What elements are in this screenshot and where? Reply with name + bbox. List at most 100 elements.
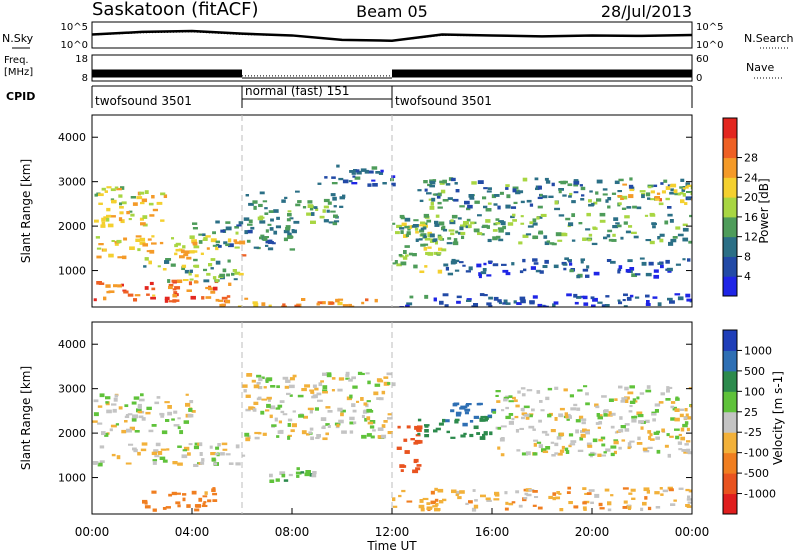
heatmap-cell <box>573 180 580 185</box>
heatmap-cell <box>266 377 273 382</box>
heatmap-cell <box>523 268 527 272</box>
heatmap-cell <box>608 398 614 402</box>
nsky-tick-top: 10^5 <box>61 22 88 33</box>
heatmap-cell <box>454 419 459 424</box>
heatmap-cell <box>337 298 344 301</box>
heatmap-cell <box>514 415 519 419</box>
heatmap-cell <box>488 305 493 307</box>
heatmap-cell <box>188 443 193 446</box>
heatmap-cell <box>114 394 119 398</box>
heatmap-cell <box>419 224 423 227</box>
xtick-label: 12:00 <box>375 525 410 539</box>
heatmap-cell <box>657 262 662 265</box>
heatmap-cell <box>661 190 666 194</box>
heatmap-cell <box>628 184 634 189</box>
heatmap-cell <box>518 190 524 194</box>
heatmap-cell <box>624 428 630 432</box>
heatmap-cell <box>497 427 502 430</box>
heatmap-cell <box>269 239 273 244</box>
heatmap-cell <box>582 501 587 505</box>
heatmap-cell <box>147 238 152 241</box>
heatmap-cell <box>205 296 212 299</box>
heatmap-cell <box>437 206 443 209</box>
heatmap-cell <box>519 427 524 430</box>
heatmap-cell <box>96 255 102 259</box>
heatmap-cell <box>467 204 473 209</box>
colorbar-frame <box>722 329 738 515</box>
heatmap-cell <box>465 502 469 506</box>
heatmap-cell <box>580 433 586 438</box>
heatmap-cell <box>98 202 103 206</box>
heatmap-cell <box>175 248 180 252</box>
heatmap-cell <box>312 384 317 388</box>
heatmap-cell <box>565 415 569 419</box>
heatmap-cell <box>210 267 214 270</box>
heatmap-cell <box>452 241 459 246</box>
heatmap-cell <box>586 442 592 447</box>
heatmap-cell <box>471 181 477 185</box>
heatmap-cell <box>275 478 280 482</box>
heatmap-cell <box>553 301 559 305</box>
heatmap-cell <box>597 301 603 304</box>
heatmap-cell <box>485 497 491 501</box>
heatmap-cell <box>307 200 313 204</box>
heatmap-cell <box>235 231 239 235</box>
heatmap-cell <box>512 213 516 217</box>
heatmap-cell <box>109 428 113 432</box>
heatmap-cell <box>349 416 355 421</box>
heatmap-cell <box>451 489 457 494</box>
heatmap-cell <box>352 409 357 413</box>
heatmap-cell <box>185 393 189 396</box>
heatmap-cell <box>371 166 378 170</box>
heatmap-cell <box>598 502 603 507</box>
heatmap-cell <box>434 220 439 224</box>
heatmap-cell <box>674 293 681 296</box>
heatmap-cell <box>380 169 384 173</box>
heatmap-cell <box>617 268 622 272</box>
heatmap-cell <box>415 238 422 241</box>
heatmap-cell <box>177 426 181 430</box>
heatmap-cell <box>261 398 268 401</box>
heatmap-cell <box>198 240 203 244</box>
heatmap-cell <box>258 203 263 208</box>
heatmap-cell <box>588 203 594 207</box>
heatmap-cell <box>292 374 297 378</box>
heatmap-cell <box>682 237 689 242</box>
heatmap-cell <box>472 489 476 492</box>
heatmap-cell <box>468 194 475 198</box>
heatmap-cell <box>568 222 574 227</box>
heatmap-cell <box>420 507 425 512</box>
heatmap-cell <box>140 448 147 452</box>
heatmap-cell <box>460 231 466 236</box>
heatmap-cell <box>264 207 268 210</box>
heatmap-cell <box>658 401 664 404</box>
heatmap-cell <box>599 212 606 217</box>
heatmap-cell <box>434 223 440 227</box>
heatmap-cell <box>597 414 603 417</box>
heatmap-cell <box>433 429 438 433</box>
heatmap-cell <box>151 490 157 494</box>
heatmap-cell <box>94 193 98 197</box>
heatmap-cell <box>446 242 453 245</box>
heatmap-cell <box>596 198 602 202</box>
heatmap-cell <box>520 222 525 225</box>
heatmap-cell <box>167 411 173 416</box>
heatmap-cell <box>473 415 480 419</box>
heatmap-cell <box>615 222 620 225</box>
heatmap-cell <box>440 189 446 194</box>
heatmap-cell <box>293 220 300 224</box>
heatmap-cell <box>545 446 551 450</box>
heatmap-cell <box>562 194 567 197</box>
heatmap-cell <box>159 412 164 416</box>
heatmap-cell <box>654 491 660 495</box>
heatmap-cell <box>558 188 565 191</box>
heatmap-cell <box>248 219 253 224</box>
heatmap-cell <box>253 401 259 406</box>
heatmap-cell <box>669 435 674 438</box>
heatmap-cell <box>114 186 119 189</box>
station-title: Saskatoon (fitACF) <box>92 0 259 20</box>
heatmap-cell <box>614 398 618 401</box>
heatmap-cell <box>460 224 464 227</box>
heatmap-cell <box>638 420 645 424</box>
heatmap-cell <box>336 423 340 428</box>
